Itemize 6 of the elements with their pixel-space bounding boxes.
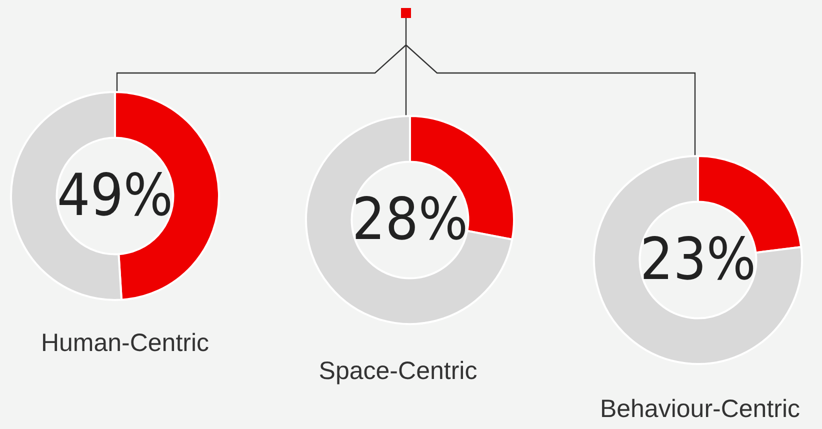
- data-label: 28%: [352, 185, 468, 254]
- text: Human-Centric: [40, 329, 210, 358]
- data-label: 49%: [57, 161, 173, 230]
- text: Space-Centric: [318, 357, 478, 386]
- data-label: 23%: [640, 225, 756, 294]
- text: Behaviour-Centric: [598, 395, 802, 424]
